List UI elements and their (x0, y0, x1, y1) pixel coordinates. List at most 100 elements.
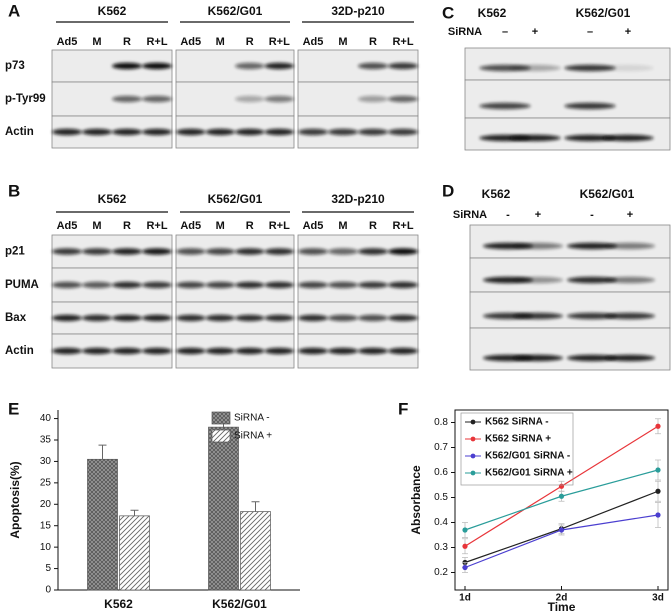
treatment-label: SiRNA (453, 209, 487, 221)
blot-band (567, 312, 617, 320)
y-tick-label: 0.2 (434, 567, 448, 578)
row-label: Bax (5, 312, 27, 324)
legend-box (460, 412, 574, 486)
sign-label: + (625, 26, 631, 38)
bar (208, 426, 239, 591)
lane-label: M (216, 220, 225, 232)
blot-band (388, 347, 418, 355)
lane-label: R+L (392, 220, 413, 232)
lane-label: R (369, 36, 377, 48)
blot-band (264, 62, 294, 70)
blot-band (205, 128, 235, 136)
blot-band (509, 64, 561, 72)
x-tick-label: 2d (556, 593, 568, 604)
blot-band (358, 281, 388, 289)
legend-marker (470, 419, 476, 425)
panel-label: A (8, 1, 20, 20)
legend-label: K562/G01 SiRNA - (485, 451, 570, 462)
blot-band (235, 95, 265, 103)
x-tick-label: K562 (104, 597, 133, 611)
blot-band (52, 248, 82, 255)
group-header: K562/G01 (208, 192, 263, 206)
blot-band (235, 248, 265, 255)
lane-label: Ad5 (180, 36, 201, 48)
y-axis-label: Apoptosis(%) (8, 461, 22, 538)
blot-band (605, 276, 655, 284)
row-label: Actin (5, 126, 34, 138)
blot-band (564, 64, 616, 72)
blot-band (112, 128, 142, 136)
blot-band (328, 281, 358, 289)
lane-label: M (92, 36, 101, 48)
legend-marker (470, 436, 476, 442)
lane-label: R (123, 220, 131, 232)
group-header: K562 (482, 187, 511, 201)
blot-strip (469, 257, 671, 293)
legend-marker (470, 470, 476, 476)
treatment-label: SiRNA (448, 26, 482, 38)
blot-band (513, 242, 563, 250)
x-tick-label: K562/G01 (212, 597, 267, 611)
y-tick-label: 20 (40, 499, 52, 510)
row-label: p-Tyr99 (5, 93, 46, 105)
legend-swatch (211, 429, 231, 443)
blot-strip (464, 47, 671, 81)
blot-strip (469, 327, 671, 371)
blot-band (479, 102, 531, 110)
lane-label: M (216, 36, 225, 48)
y-tick-label: 0 (45, 585, 51, 596)
lane-label: M (92, 220, 101, 232)
blot-band (564, 102, 616, 110)
blot-band (605, 354, 655, 362)
blot-band (112, 248, 142, 255)
blot-band (513, 354, 563, 362)
group-header: K562 (478, 6, 507, 20)
panel-label: C (442, 3, 454, 22)
blot-strip (469, 291, 671, 329)
blot-band (328, 128, 358, 136)
blot-band (388, 95, 418, 103)
blot-band (176, 281, 206, 289)
lane-label: Ad5 (57, 36, 78, 48)
blot-band (142, 314, 172, 322)
blot-band (358, 95, 388, 103)
legend-swatch (211, 411, 231, 425)
y-axis-label: Absorbance (409, 465, 423, 535)
blot-band (602, 134, 654, 142)
blot-strip (464, 79, 671, 119)
blot-band (298, 314, 328, 322)
y-tick-label: 40 (40, 413, 52, 424)
blot-band (358, 62, 388, 70)
group-header: 32D-p210 (331, 192, 385, 206)
lane-label: R (123, 36, 131, 48)
group-header: K562/G01 (576, 6, 631, 20)
series-line (464, 514, 659, 569)
blot-band (298, 128, 328, 136)
blot-band (142, 248, 172, 255)
y-tick-label: 15 (40, 520, 52, 531)
blot-band (358, 314, 388, 322)
y-tick-label: 0.5 (434, 492, 448, 503)
blot-band (82, 347, 112, 355)
blot-band (235, 62, 265, 70)
blot-band (52, 314, 82, 322)
lane-label: Ad5 (303, 36, 324, 48)
y-tick-label: 0.7 (434, 442, 448, 453)
lane-label: Ad5 (303, 220, 324, 232)
group-header: K562/G01 (580, 187, 635, 201)
y-tick-label: 0.4 (434, 517, 448, 528)
y-tick-label: 0.6 (434, 467, 448, 478)
y-tick-label: 25 (40, 477, 52, 488)
blot-band (264, 128, 294, 136)
lane-label: R (369, 220, 377, 232)
blot-band (264, 95, 294, 103)
blot-band (235, 347, 265, 355)
lane-label: M (338, 220, 347, 232)
blot-band (82, 314, 112, 322)
sign-label: - (590, 209, 594, 221)
data-point (655, 467, 661, 473)
group-header: K562 (98, 192, 127, 206)
blot-band (52, 281, 82, 289)
y-tick-label: 35 (40, 435, 52, 446)
blot-band (112, 62, 142, 70)
